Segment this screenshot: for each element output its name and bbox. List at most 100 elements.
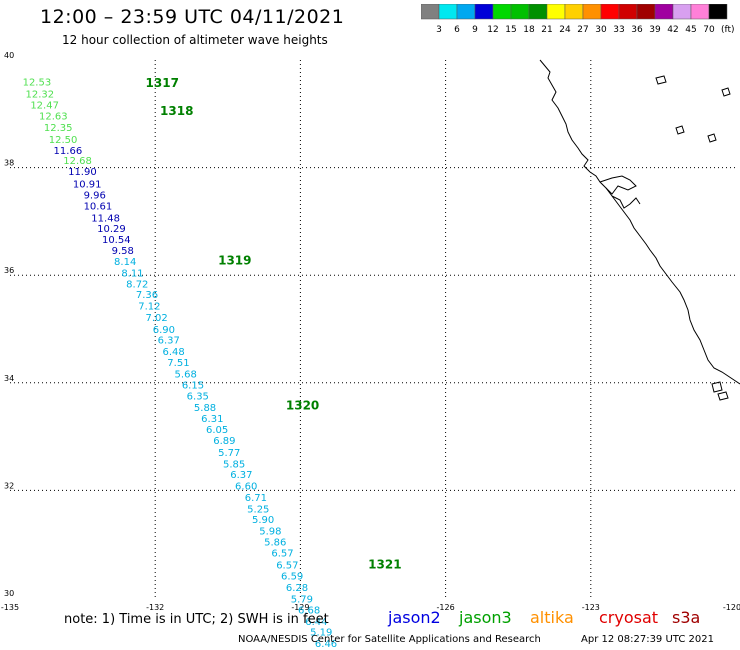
wave-height-value: 6.05 — [206, 425, 228, 436]
scale-label: 33 — [613, 25, 624, 35]
scale-label: 27 — [577, 25, 588, 35]
scale-label: 39 — [649, 25, 661, 35]
axis-labels: -135 -132 -129 -126 -123 -120 40 38 36 34 32 30 — [1, 51, 740, 612]
wave-height-value: 5.19 — [310, 628, 332, 639]
wave-height-value: 6.37 — [158, 336, 180, 347]
coastline — [539, 59, 740, 401]
island-d — [721, 87, 731, 97]
wave-height-value: 12.47 — [30, 100, 59, 111]
wave-height-value: 8.72 — [126, 280, 148, 291]
wave-height-value: 6.37 — [230, 470, 252, 481]
scale-label: 12 — [487, 25, 498, 35]
wave-height-value: 8.11 — [121, 268, 143, 279]
wave-height-value: 12.68 — [63, 156, 92, 167]
wave-height-value: 6.15 — [182, 381, 204, 392]
wave-height-value: 5.90 — [252, 515, 274, 526]
lon-tick-label: -132 — [146, 603, 164, 612]
wave-height-value: 7.12 — [138, 302, 160, 313]
lat-tick-label: 32 — [4, 481, 14, 490]
wave-height-value: 6.57 — [271, 549, 293, 560]
wave-height-value: 5.68 — [175, 369, 197, 380]
wave-height-value: 5.77 — [218, 448, 240, 459]
legend-cryosat: cryosat — [599, 608, 659, 627]
scale-unit: (ft) — [721, 25, 735, 35]
scale-label: 21 — [541, 25, 552, 35]
wave-height-value: 6.71 — [245, 493, 267, 504]
wave-height-value: 6.44 — [305, 617, 327, 628]
island-c — [707, 133, 717, 143]
wave-height-value: 6.89 — [213, 436, 235, 447]
scale-swatch — [708, 4, 728, 20]
wave-height-value: 6.46 — [315, 639, 337, 650]
wave-height-value: 9.58 — [112, 246, 134, 257]
credit-line: NOAA/NESDIS Center for Satellite Applica… — [238, 634, 541, 645]
wave-height-value: 6.90 — [153, 325, 175, 336]
lon-tick-label: -126 — [437, 603, 455, 612]
timestamp: Apr 12 08:27:39 UTC 2021 — [581, 634, 714, 645]
lon-tick-label: -123 — [582, 603, 600, 612]
wave-height-value: 8.14 — [114, 257, 136, 268]
bay-inlet — [599, 175, 637, 195]
wave-height-value: 6.31 — [201, 414, 223, 425]
wave-height-value: 10.54 — [102, 235, 131, 246]
lon-tick-label: -135 — [1, 603, 19, 612]
legend-s3a: s3a — [672, 608, 701, 627]
scale-label: 6 — [454, 25, 460, 35]
wave-height-value: 12.63 — [39, 112, 68, 123]
island-e — [711, 381, 723, 393]
wave-height-value: 10.91 — [73, 180, 102, 191]
pass-number: 1318 — [160, 104, 193, 118]
wave-height-value: 6.59 — [281, 572, 303, 583]
wave-height-value: 7.02 — [146, 313, 168, 324]
lat-tick-label: 36 — [4, 266, 14, 275]
wave-height-value: 5.85 — [223, 459, 245, 470]
island-f — [717, 391, 729, 401]
wave-height-value: 12.53 — [23, 77, 52, 88]
scale-label: 45 — [685, 25, 696, 35]
scale-label: 18 — [523, 25, 535, 35]
wave-height-value: 12.35 — [44, 123, 73, 134]
wave-height-value: 10.29 — [97, 224, 126, 235]
scale-label: 3 — [436, 25, 442, 35]
lat-tick-label: 38 — [4, 159, 14, 168]
wave-height-value: 6.28 — [286, 583, 308, 594]
graticule — [10, 60, 736, 598]
pass-number: 1319 — [218, 253, 251, 267]
wave-height-value: 6.68 — [298, 606, 320, 617]
footnote: note: 1) Time is in UTC; 2) SWH is in fe… — [64, 612, 329, 627]
wave-height-value: 5.86 — [264, 537, 286, 548]
lon-tick-label: -129 — [291, 603, 309, 612]
island-a — [655, 75, 667, 85]
wave-height-value: 5.79 — [291, 594, 313, 605]
lon-tick-label: -120 — [723, 603, 740, 612]
pass-labels: 1317 1318 1319 1320 1321 — [146, 76, 402, 572]
wave-height-value: 11.90 — [68, 167, 97, 178]
legend-jason3: jason3 — [459, 608, 512, 627]
wave-height-value: 6.60 — [235, 481, 257, 492]
wave-height-value: 6.57 — [276, 560, 298, 571]
map-title: 12:00 – 23:59 UTC 04/11/2021 — [40, 6, 345, 28]
wave-height-value: 7.36 — [136, 290, 158, 301]
scale-label: 36 — [631, 25, 643, 35]
california-coastline — [539, 59, 740, 385]
wave-height-value: 7.51 — [167, 358, 189, 369]
pass-number: 1317 — [146, 76, 179, 90]
satellite-track: 12.53 12.3212.4712.6312.3512.5011.6612.68… — [23, 77, 342, 650]
pass-number: 1321 — [368, 557, 401, 571]
wave-height-value: 12.32 — [25, 90, 54, 101]
scale-label: 70 — [703, 25, 715, 35]
island-b — [675, 125, 685, 135]
pass-number: 1320 — [286, 399, 319, 413]
legend-jason2: jason2 — [388, 608, 441, 627]
lat-tick-label: 30 — [4, 589, 14, 598]
wave-height-value: 10.61 — [84, 202, 113, 213]
map-subtitle: 12 hour collection of altimeter wave hei… — [62, 33, 328, 47]
wave-height-value: 11.66 — [54, 146, 83, 157]
bay-delta — [611, 195, 641, 209]
wave-height-value: 5.25 — [247, 504, 269, 515]
wave-height-value: 12.50 — [49, 135, 78, 146]
lat-tick-label: 34 — [4, 374, 14, 383]
scale-label: 24 — [559, 25, 571, 35]
scale-label: 15 — [505, 25, 516, 35]
